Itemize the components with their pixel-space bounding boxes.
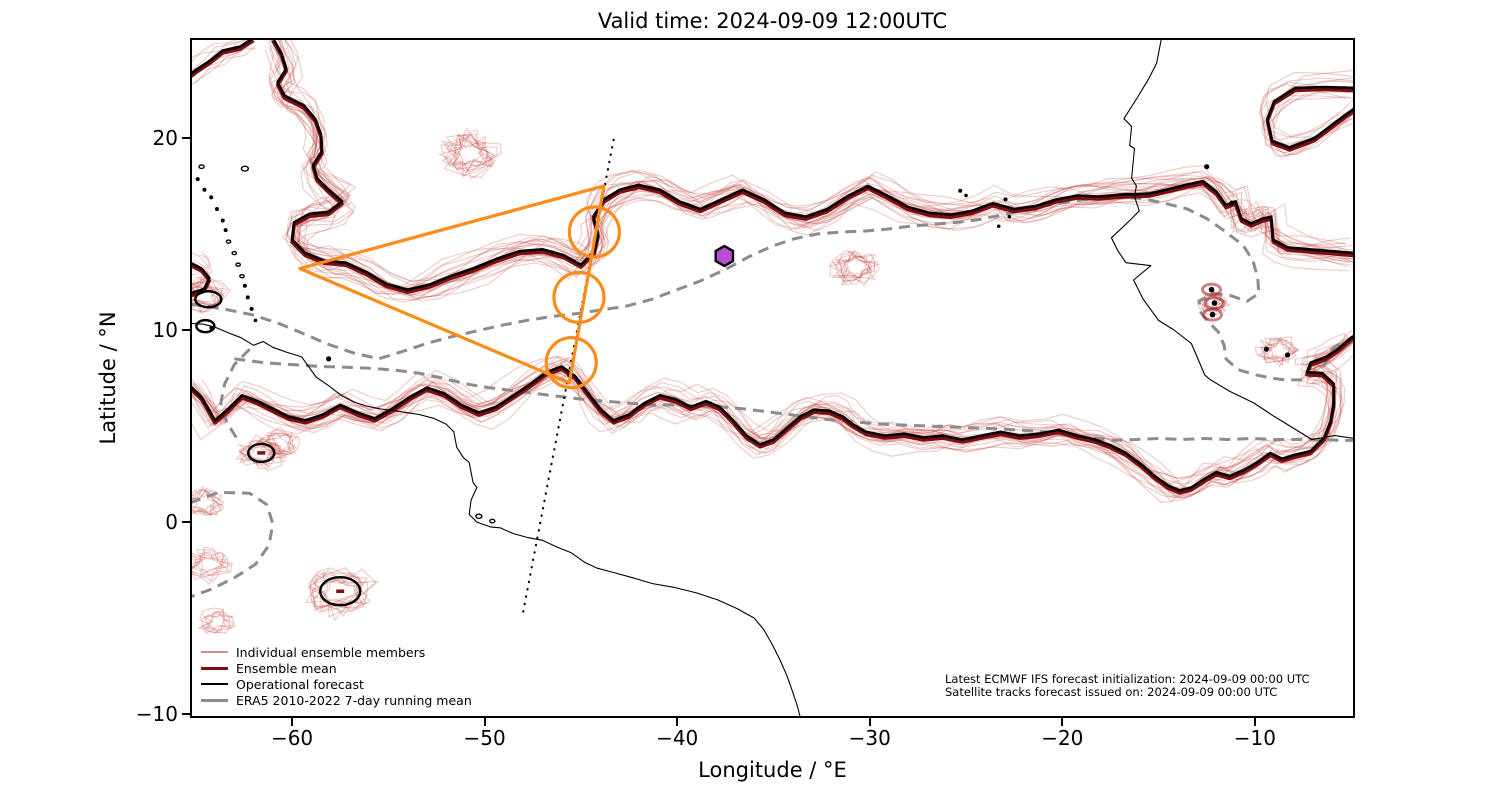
x-tick-mark <box>1061 718 1064 726</box>
x-tick-mark <box>868 718 871 726</box>
legend: Individual ensemble members Ensemble mea… <box>201 644 472 708</box>
x-tick-label: −50 <box>463 726 506 750</box>
satellite-footprint-circle-1 <box>552 270 606 324</box>
era5-main-loop <box>190 195 1355 382</box>
x-tick-label: −40 <box>656 726 699 750</box>
page-title: Valid time: 2024-09-09 12:00UTC <box>597 9 948 33</box>
operational-north-mean <box>271 39 1355 294</box>
legend-item-operational-forecast: Operational forecast <box>201 676 472 692</box>
operational-topleft-corner <box>190 38 255 76</box>
era5-left-descent <box>219 348 251 439</box>
satellite-dotted-track <box>522 138 615 614</box>
operational-topleft-corner-mean <box>190 39 255 79</box>
y-tick-mark <box>182 136 190 139</box>
operational-forecast-lines <box>190 38 1355 492</box>
satellite-issue-line: Satellite tracks forecast issued on: 202… <box>945 684 1278 699</box>
coastlines <box>190 38 1355 718</box>
x-tick-label: −10 <box>1233 726 1276 750</box>
y-tick-label: 20 <box>152 125 178 150</box>
satellite-footprint-circle-2 <box>544 336 598 390</box>
y-tick-label: −10 <box>135 702 178 727</box>
era5-line-icon <box>201 698 228 702</box>
operational-south <box>190 334 1355 492</box>
y-tick-mark <box>182 521 190 524</box>
operational-topright-loop <box>1266 85 1355 149</box>
x-tick-label: −30 <box>848 726 891 750</box>
x-tick-label: −20 <box>1041 726 1084 750</box>
island-marks <box>194 164 1291 607</box>
y-tick-label: 0 <box>165 510 178 535</box>
ensemble-mean-line-icon <box>201 666 228 670</box>
era5-south-branch <box>234 357 1355 442</box>
operational-south-mean <box>190 336 1355 495</box>
forecast-init-line: Latest ECMWF IFS forecast initialization… <box>945 672 1310 686</box>
x-axis-label: Longitude / °E <box>698 758 847 782</box>
legend-item-ensemble-mean: Ensemble mean <box>201 660 472 676</box>
y-axis-label: Latitude / °N <box>96 311 120 445</box>
ensemble-members-line-icon <box>201 651 228 653</box>
satellite-swath-cone <box>298 184 606 385</box>
y-tick-mark <box>182 713 190 716</box>
y-tick-label: 10 <box>152 317 178 342</box>
operational-north <box>271 38 1355 291</box>
storm-position-hexagon-marker <box>714 244 735 268</box>
operational-left-edge <box>190 261 211 295</box>
legend-item-era5-mean: ERA5 2010-2022 7-day running mean <box>201 692 472 708</box>
x-tick-mark <box>676 718 679 726</box>
era5-lowerleft-arc <box>190 490 275 599</box>
map-canvas <box>190 38 1355 718</box>
forecast-info-text: Latest ECMWF IFS forecast initialization… <box>945 673 1310 698</box>
coast-south-america <box>190 322 801 718</box>
satellite-track-overlay <box>298 138 735 614</box>
operational-forecast-line-icon <box>201 682 228 686</box>
era5-running-mean-lines <box>190 195 1355 599</box>
x-tick-mark <box>1253 718 1256 726</box>
x-tick-mark <box>291 718 294 726</box>
satellite-footprint-circle-0 <box>567 205 621 259</box>
y-tick-mark <box>182 328 190 331</box>
legend-item-ensemble-members: Individual ensemble members <box>201 644 472 660</box>
x-tick-label: −60 <box>270 726 314 750</box>
coast-west-africa <box>1110 38 1355 441</box>
x-tick-mark <box>483 718 486 726</box>
